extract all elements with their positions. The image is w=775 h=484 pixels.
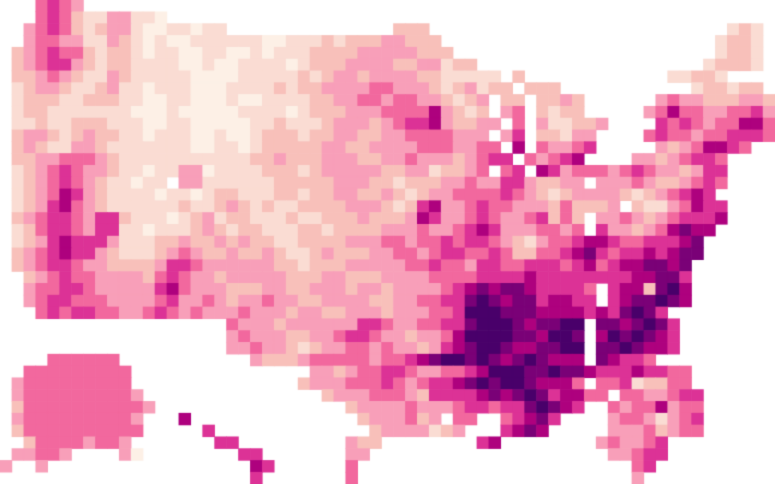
- us-choropleth-map: [0, 0, 775, 484]
- us-choropleth-map-figure: [0, 0, 775, 484]
- screenshot-root: [0, 0, 775, 484]
